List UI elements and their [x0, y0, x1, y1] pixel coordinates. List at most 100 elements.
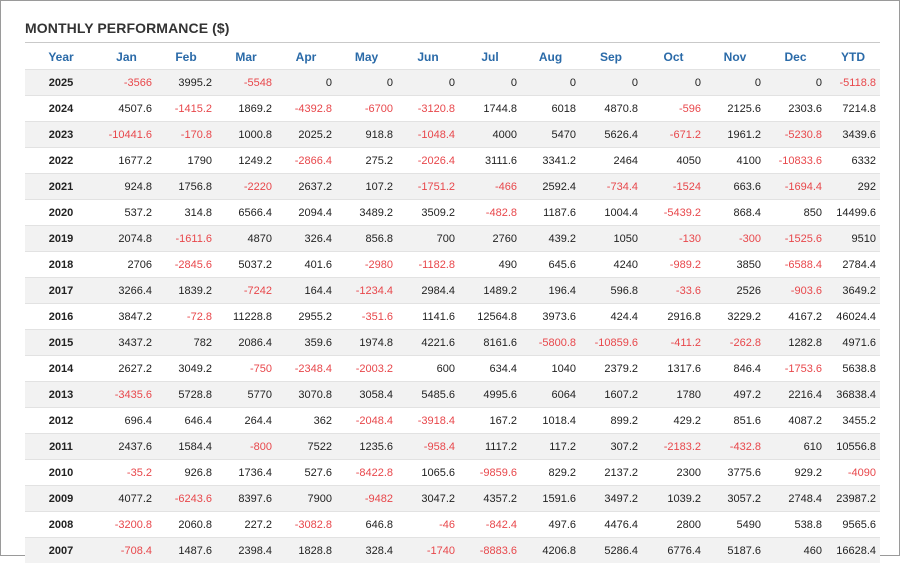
value-cell-jul: 4000 — [459, 122, 521, 148]
value-cell-oct: -411.2 — [642, 330, 705, 356]
value-cell-jul: -482.8 — [459, 200, 521, 226]
value-cell-sep: 1050 — [580, 226, 642, 252]
value-cell-jul: 12564.8 — [459, 304, 521, 330]
value-cell-apr: 2955.2 — [276, 304, 336, 330]
value-cell-jan: 2437.6 — [97, 434, 156, 460]
value-cell-jun: 3047.2 — [397, 486, 459, 512]
value-cell-jul: 2760 — [459, 226, 521, 252]
value-cell-may: -1234.4 — [336, 278, 397, 304]
value-cell-may: 918.8 — [336, 122, 397, 148]
value-cell-apr: -4392.8 — [276, 96, 336, 122]
value-cell-oct: 0 — [642, 70, 705, 96]
value-cell-jan: 1677.2 — [97, 148, 156, 174]
year-cell: 2019 — [25, 226, 97, 252]
value-cell-dec: -1753.6 — [765, 356, 826, 382]
value-cell-apr: -2348.4 — [276, 356, 336, 382]
value-cell-jul: -8883.6 — [459, 538, 521, 563]
value-cell-nov: 3850 — [705, 252, 765, 278]
value-cell-apr: 164.4 — [276, 278, 336, 304]
value-cell-jun: -3918.4 — [397, 408, 459, 434]
value-cell-ytd: 292 — [826, 174, 880, 200]
value-cell-jun: 4221.6 — [397, 330, 459, 356]
value-cell-aug: 117.2 — [521, 434, 580, 460]
value-cell-jan: -708.4 — [97, 538, 156, 563]
value-cell-mar: 1736.4 — [216, 460, 276, 486]
value-cell-ytd: 10556.8 — [826, 434, 880, 460]
value-cell-jul: 1744.8 — [459, 96, 521, 122]
value-cell-apr: 527.6 — [276, 460, 336, 486]
value-cell-dec: -10833.6 — [765, 148, 826, 174]
value-cell-may: -9482 — [336, 486, 397, 512]
value-cell-oct: -596 — [642, 96, 705, 122]
value-cell-apr: -2866.4 — [276, 148, 336, 174]
year-cell: 2022 — [25, 148, 97, 174]
value-cell-jun: -1182.8 — [397, 252, 459, 278]
value-cell-sep: 4240 — [580, 252, 642, 278]
value-cell-jan: 2627.2 — [97, 356, 156, 382]
year-cell: 2009 — [25, 486, 97, 512]
value-cell-ytd: -5118.8 — [826, 70, 880, 96]
value-cell-sep: -10859.6 — [580, 330, 642, 356]
value-cell-apr: 2637.2 — [276, 174, 336, 200]
value-cell-feb: -6243.6 — [156, 486, 216, 512]
value-cell-ytd: 16628.4 — [826, 538, 880, 563]
value-cell-oct: 429.2 — [642, 408, 705, 434]
value-cell-may: 646.8 — [336, 512, 397, 538]
value-cell-ytd: 2784.4 — [826, 252, 880, 278]
value-cell-oct: 4050 — [642, 148, 705, 174]
value-cell-oct: -671.2 — [642, 122, 705, 148]
value-cell-dec: 538.8 — [765, 512, 826, 538]
value-cell-feb: 1756.8 — [156, 174, 216, 200]
value-cell-nov: 3229.2 — [705, 304, 765, 330]
value-cell-sep: 3497.2 — [580, 486, 642, 512]
value-cell-jul: 8161.6 — [459, 330, 521, 356]
value-cell-sep: 424.4 — [580, 304, 642, 330]
value-cell-mar: 1869.2 — [216, 96, 276, 122]
value-cell-jan: -3200.8 — [97, 512, 156, 538]
value-cell-apr: 7900 — [276, 486, 336, 512]
value-cell-dec: -5230.8 — [765, 122, 826, 148]
value-cell-jan: 2074.8 — [97, 226, 156, 252]
value-cell-jul: -466 — [459, 174, 521, 200]
value-cell-ytd: 3439.6 — [826, 122, 880, 148]
value-cell-jul: -842.4 — [459, 512, 521, 538]
value-cell-mar: 5770 — [216, 382, 276, 408]
value-cell-dec: 460 — [765, 538, 826, 563]
value-cell-oct: 1039.2 — [642, 486, 705, 512]
value-cell-nov: 5490 — [705, 512, 765, 538]
value-cell-feb: 3995.2 — [156, 70, 216, 96]
value-cell-ytd: -4090 — [826, 460, 880, 486]
value-cell-apr: 362 — [276, 408, 336, 434]
value-cell-oct: 2800 — [642, 512, 705, 538]
value-cell-aug: 1187.6 — [521, 200, 580, 226]
value-cell-nov: 2125.6 — [705, 96, 765, 122]
value-cell-ytd: 9510 — [826, 226, 880, 252]
column-header-jan: Jan — [97, 45, 156, 70]
value-cell-ytd: 36838.4 — [826, 382, 880, 408]
value-cell-mar: -800 — [216, 434, 276, 460]
value-cell-aug: 2592.4 — [521, 174, 580, 200]
value-cell-dec: -1694.4 — [765, 174, 826, 200]
value-cell-ytd: 4971.6 — [826, 330, 880, 356]
value-cell-jul: -9859.6 — [459, 460, 521, 486]
year-cell: 2020 — [25, 200, 97, 226]
value-cell-aug: 0 — [521, 70, 580, 96]
column-header-oct: Oct — [642, 45, 705, 70]
value-cell-mar: -5548 — [216, 70, 276, 96]
value-cell-feb: -170.8 — [156, 122, 216, 148]
value-cell-sep: 5626.4 — [580, 122, 642, 148]
year-cell: 2024 — [25, 96, 97, 122]
column-header-mar: Mar — [216, 45, 276, 70]
value-cell-feb: 2060.8 — [156, 512, 216, 538]
value-cell-nov: 846.4 — [705, 356, 765, 382]
value-cell-mar: 264.4 — [216, 408, 276, 434]
value-cell-mar: 6566.4 — [216, 200, 276, 226]
value-cell-mar: 2398.4 — [216, 538, 276, 563]
value-cell-nov: 851.6 — [705, 408, 765, 434]
value-cell-feb: -72.8 — [156, 304, 216, 330]
